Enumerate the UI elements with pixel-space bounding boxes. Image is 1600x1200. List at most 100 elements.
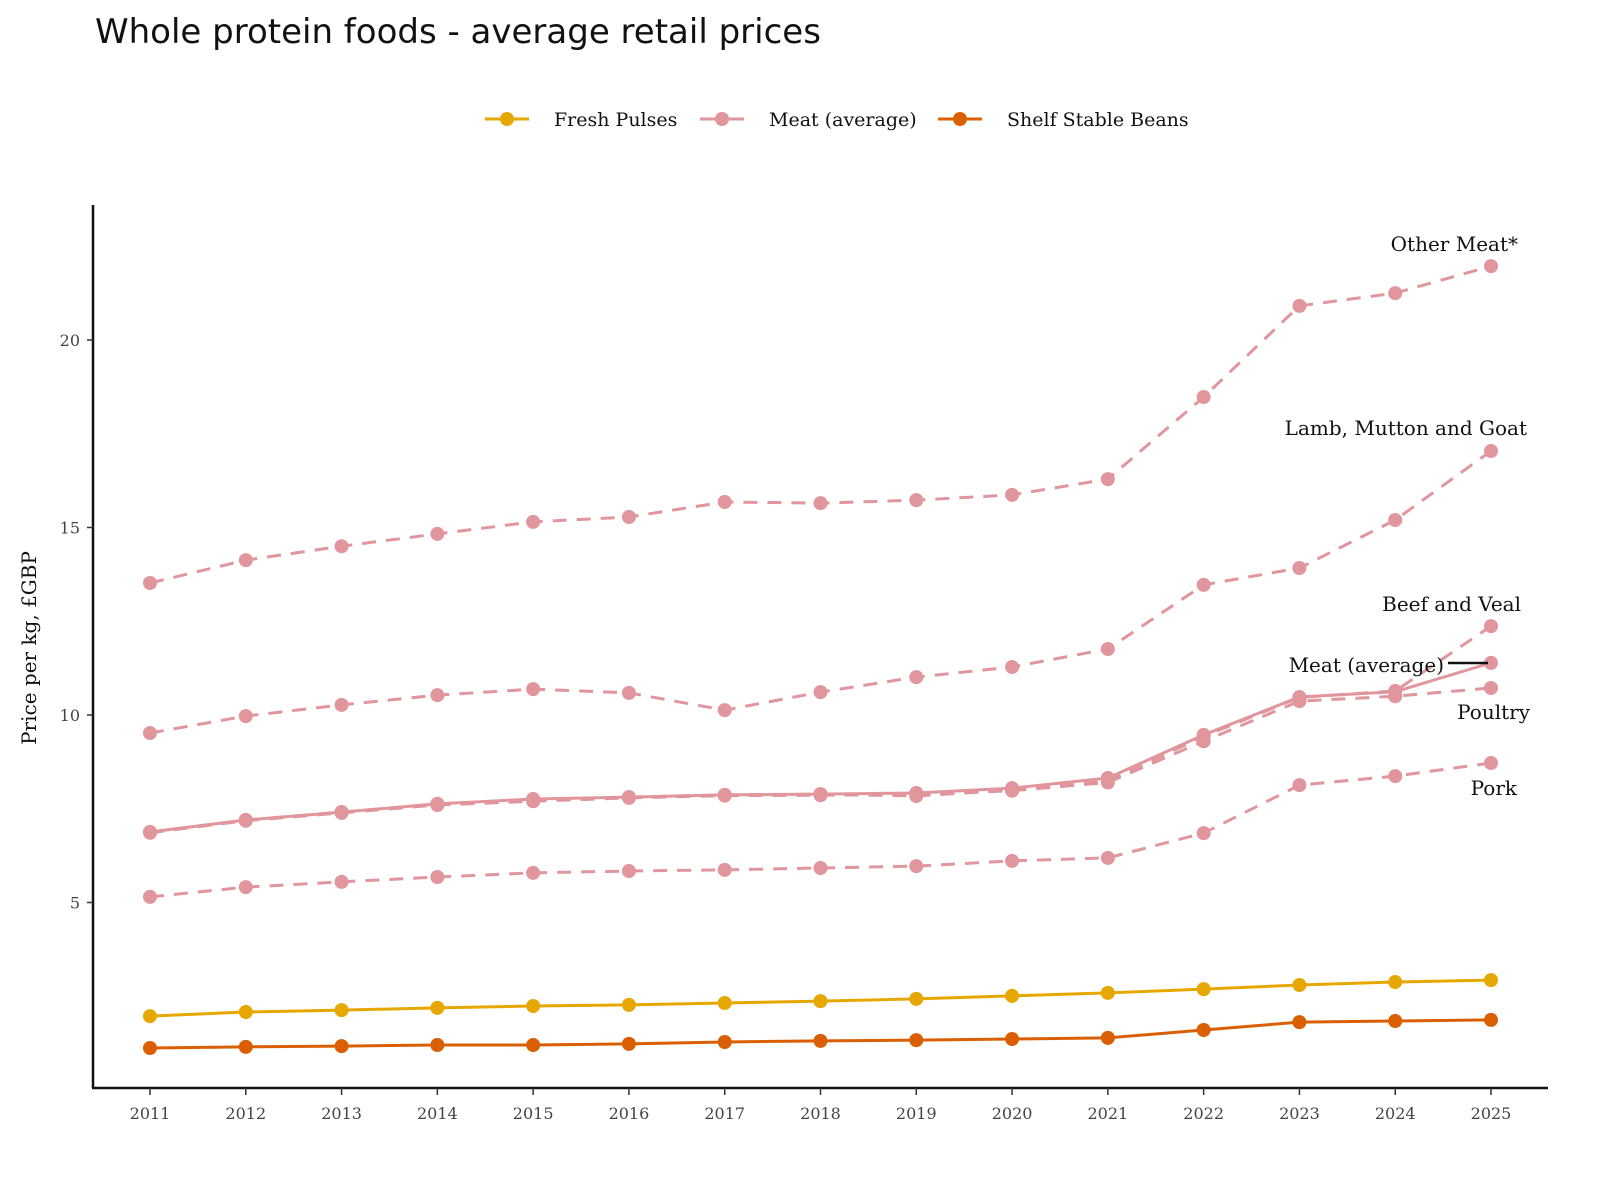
data-point: [334, 1039, 349, 1054]
x-tick-label: 2023: [1279, 1104, 1320, 1123]
data-point: [909, 1033, 924, 1048]
y-axis-label: Price per kg, £GBP: [17, 551, 41, 745]
data-point: [909, 493, 924, 508]
series-annotation: Other Meat*: [1391, 232, 1518, 256]
data-point: [717, 495, 732, 509]
series-annotation: Poultry: [1457, 700, 1531, 724]
data-point: [717, 862, 732, 877]
data-point: [813, 1033, 828, 1048]
data-point: [1005, 487, 1020, 502]
data-point: [909, 786, 924, 800]
data-point: [813, 994, 828, 1009]
data-point: [1388, 513, 1403, 527]
chart-title: Whole protein foods - average retail pri…: [95, 12, 821, 52]
data-point: [1484, 444, 1498, 458]
data-point: [1005, 853, 1020, 868]
data-point: [334, 805, 349, 820]
data-point: [621, 864, 636, 878]
legend-label: Fresh Pulses: [554, 109, 677, 131]
data-point: [1292, 561, 1307, 575]
data-point: [1388, 286, 1403, 301]
series-annotation: Meat (average): [1289, 653, 1444, 677]
data-point: [238, 553, 253, 568]
legend-label: Meat (average): [769, 109, 917, 131]
data-point: [909, 859, 924, 874]
data-point: [1484, 756, 1498, 770]
y-tick-label: 15: [60, 519, 80, 538]
x-tick-label: 2016: [609, 1104, 650, 1123]
data-point: [813, 861, 828, 875]
data-point: [1292, 298, 1307, 313]
series-annotation: Beef and Veal: [1382, 592, 1521, 616]
x-tick-label: 2013: [321, 1104, 362, 1123]
data-point: [526, 792, 541, 806]
data-point: [238, 813, 253, 827]
x-tick-label: 2018: [800, 1104, 841, 1123]
legend-key-point: [953, 112, 967, 126]
data-point: [717, 1035, 732, 1049]
data-point: [717, 787, 732, 802]
data-point: [909, 991, 924, 1006]
x-tick-label: 2025: [1471, 1104, 1512, 1123]
data-point: [621, 997, 636, 1012]
data-point: [430, 870, 445, 884]
series-annotation: Pork: [1471, 776, 1518, 800]
y-tick-label: 10: [60, 706, 80, 725]
legend-key-point: [500, 112, 514, 126]
data-point: [1388, 684, 1403, 699]
data-point: [1388, 1014, 1403, 1028]
data-point: [1100, 985, 1115, 1000]
data-point: [526, 1038, 541, 1052]
data-point: [1484, 619, 1498, 634]
x-tick-label: 2020: [992, 1104, 1033, 1123]
data-point: [813, 496, 828, 511]
y-tick-label: 5: [70, 894, 80, 913]
data-point: [717, 996, 732, 1010]
data-point: [1196, 727, 1211, 742]
x-tick-label: 2014: [417, 1104, 458, 1123]
data-point: [1484, 1012, 1498, 1027]
data-point: [909, 670, 924, 685]
data-point: [1196, 982, 1211, 997]
data-point: [1292, 778, 1307, 793]
data-point: [1196, 577, 1211, 592]
data-point: [143, 726, 157, 740]
data-point: [1388, 769, 1403, 784]
data-point: [526, 682, 541, 697]
data-point: [1005, 781, 1020, 796]
series-annotation: Lamb, Mutton and Goat: [1285, 416, 1527, 440]
data-point: [430, 796, 445, 811]
data-point: [143, 576, 157, 590]
data-point: [621, 510, 636, 524]
data-point: [1100, 642, 1115, 656]
data-point: [621, 1036, 636, 1051]
data-point: [1196, 390, 1211, 404]
x-tick-label: 2019: [896, 1104, 937, 1123]
legend-key-point: [715, 112, 729, 126]
data-point: [238, 1005, 253, 1019]
data-point: [238, 1039, 253, 1054]
data-point: [621, 685, 636, 700]
data-point: [1484, 681, 1498, 695]
data-point: [334, 874, 349, 889]
data-point: [143, 1041, 157, 1055]
data-point: [238, 709, 253, 724]
x-tick-label: 2021: [1087, 1104, 1128, 1123]
data-point: [143, 889, 157, 904]
data-point: [813, 787, 828, 802]
data-point: [1484, 655, 1498, 670]
data-point: [1292, 978, 1307, 992]
data-point: [526, 865, 541, 880]
data-point: [334, 697, 349, 712]
data-point: [334, 539, 349, 554]
x-tick-label: 2015: [513, 1104, 554, 1123]
data-point: [526, 514, 541, 529]
legend-label: Shelf Stable Beans: [1007, 109, 1189, 131]
data-point: [1100, 472, 1115, 487]
data-point: [813, 685, 828, 700]
data-point: [143, 825, 157, 839]
data-point: [238, 880, 253, 895]
data-point: [1100, 771, 1115, 785]
data-point: [334, 1003, 349, 1018]
